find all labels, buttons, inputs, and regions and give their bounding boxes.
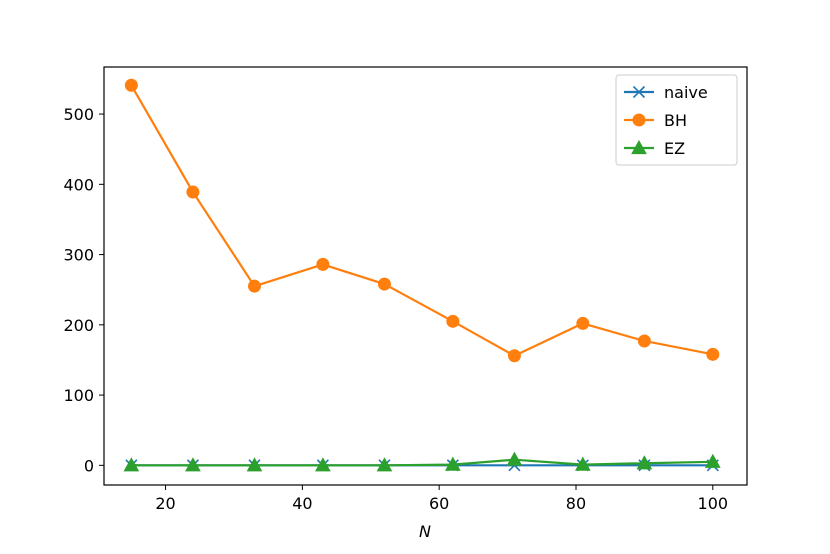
data-point-EZ bbox=[445, 456, 461, 471]
legend-marker-BH bbox=[632, 113, 646, 127]
data-point-BH bbox=[507, 349, 521, 363]
legend-label-BH: BH bbox=[664, 111, 687, 130]
data-point-BH bbox=[316, 257, 330, 271]
data-point-EZ bbox=[315, 457, 331, 472]
data-point-BH bbox=[576, 316, 590, 330]
y-tick-label: 400 bbox=[63, 175, 94, 194]
x-axis-label: N bbox=[419, 522, 431, 541]
data-point-EZ bbox=[123, 457, 140, 472]
data-point-BH bbox=[446, 314, 460, 328]
legend-entry-BH: BH bbox=[624, 111, 687, 130]
x-tick-label: 20 bbox=[155, 494, 175, 513]
x-tick-label: 80 bbox=[566, 494, 586, 513]
data-point-BH bbox=[247, 279, 261, 293]
y-tick-label: 100 bbox=[63, 386, 94, 405]
data-point-BH bbox=[377, 277, 391, 291]
series-line-BH bbox=[130, 84, 714, 357]
y-tick-label: 200 bbox=[63, 316, 94, 335]
data-point-EZ bbox=[506, 451, 523, 466]
series-BH bbox=[124, 78, 720, 363]
y-tick-label: 500 bbox=[63, 105, 94, 124]
series-EZ bbox=[123, 451, 721, 472]
data-point-EZ bbox=[574, 456, 591, 471]
x-tick-label: 60 bbox=[429, 494, 449, 513]
legend-marker-naive bbox=[632, 85, 646, 99]
legend-label-naive: naive bbox=[664, 83, 708, 102]
data-point-EZ bbox=[246, 457, 263, 472]
legend: naive BH EZ bbox=[615, 74, 738, 166]
legend-entry-naive: naive bbox=[624, 83, 708, 102]
legend-marker-EZ bbox=[631, 139, 647, 155]
legend-label-EZ: EZ bbox=[664, 139, 685, 158]
data-point-EZ bbox=[636, 455, 653, 470]
legend-entry-EZ: EZ bbox=[624, 139, 685, 158]
x-axis: 20 40 60 80 100 bbox=[155, 485, 728, 513]
series-layer bbox=[123, 78, 721, 472]
data-point-EZ bbox=[376, 457, 393, 472]
data-point-BH bbox=[637, 334, 651, 348]
data-point-EZ bbox=[704, 453, 721, 468]
data-point-EZ bbox=[185, 457, 201, 472]
data-point-BH bbox=[124, 78, 138, 92]
x-tick-label: 100 bbox=[698, 494, 729, 513]
data-point-BH bbox=[186, 185, 200, 199]
data-point-BH bbox=[706, 347, 720, 361]
y-axis: 0 100 200 300 400 500 bbox=[63, 105, 104, 475]
series-line-EZ bbox=[131, 458, 713, 467]
legend-frame bbox=[615, 74, 738, 166]
y-tick-label: 300 bbox=[63, 246, 94, 265]
plot-frame bbox=[103, 66, 748, 486]
y-tick-label: 0 bbox=[84, 456, 94, 475]
x-tick-label: 40 bbox=[292, 494, 312, 513]
